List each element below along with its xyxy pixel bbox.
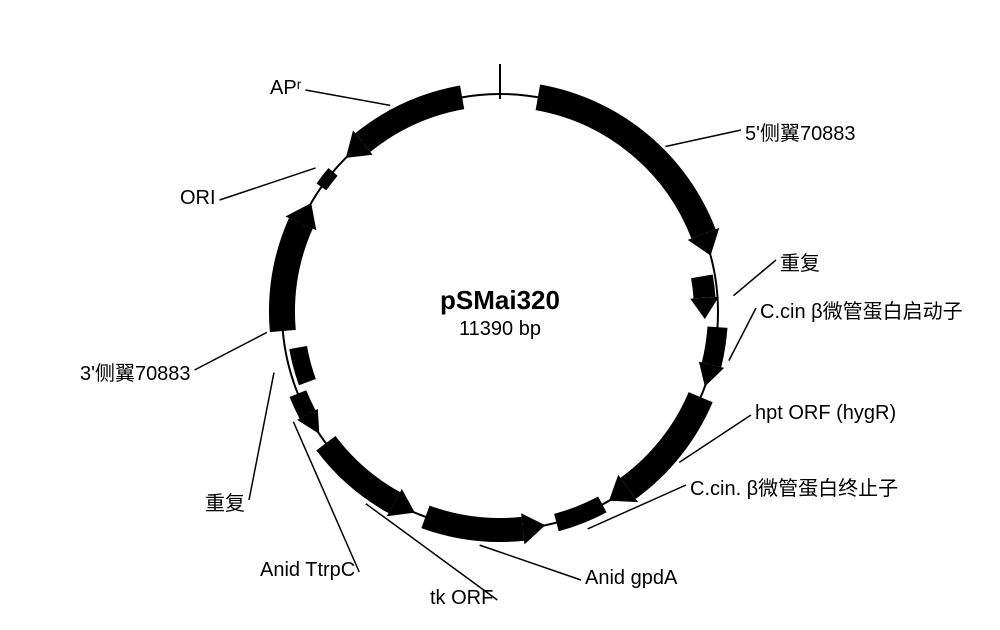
feature-label-aprl: APʳ [270,77,301,100]
plasmid-name: pSMai320 [440,285,560,316]
feature-label-repeat2l: 重复 [205,487,245,516]
feature-label-tkl: tk ORF [430,587,493,610]
feature-label-btubprom: C.cin β微管蛋白启动子 [760,295,963,324]
plasmid-center-label: pSMai320 11390 bp [440,285,560,341]
plasmid-size: 11390 bp [440,318,560,341]
feature-label-btubterm: C.cin. β微管蛋白终止子 [690,472,898,501]
feature-label-repeat1l: 重复 [780,247,820,276]
feature-label-trpCl: Anid TtrpC [260,559,355,582]
feature-label-oril: ORI [180,187,216,210]
feature-label-gpdAl: Anid gpdA [585,567,677,590]
feature-label-flank5: 5'侧翼70883 [745,117,856,146]
plasmid-map: pSMai320 11390 bp 5'侧翼70883 重复 C.cin β微管蛋白… [0,0,1000,625]
feature-label-hptl: hpt ORF (hygR) [755,402,896,425]
feature-label-flank3: 3'侧翼70883 [80,357,191,386]
